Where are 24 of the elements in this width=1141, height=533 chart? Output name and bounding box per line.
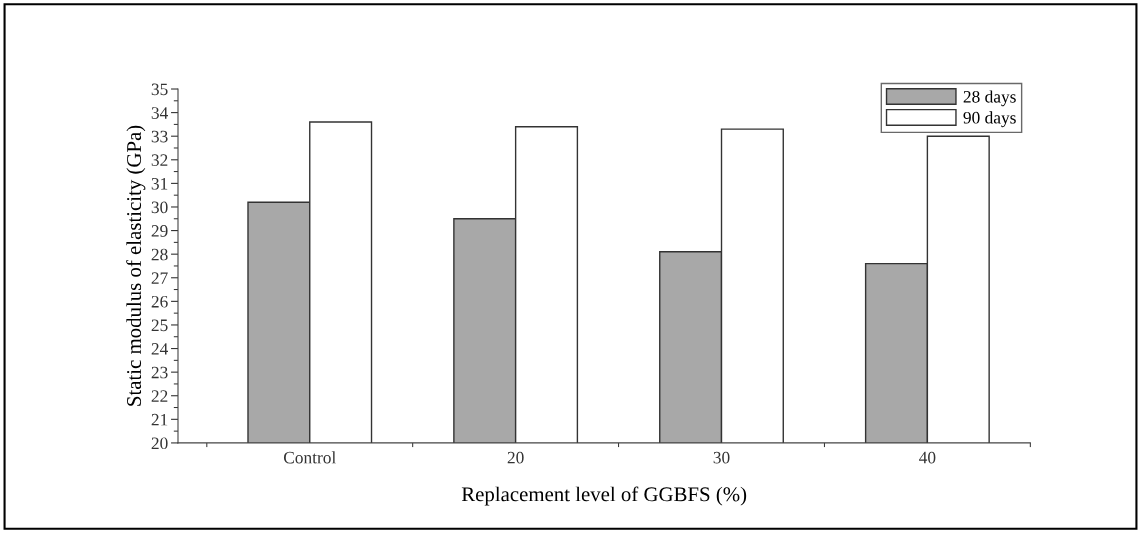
- y-tick-label: 30: [151, 201, 168, 214]
- y-tick-label: 33: [151, 130, 168, 143]
- x-tick-label: Control: [283, 451, 336, 464]
- y-tick-label: 26: [151, 295, 168, 308]
- y-axis-title: Static modulus of elasticity (GPa): [126, 125, 146, 406]
- x-axis-title: Replacement level of GGBFS (%): [461, 486, 747, 506]
- y-tick-label: 31: [151, 177, 168, 190]
- y-tick-label: 34: [151, 107, 168, 119]
- y-tick-label: 27: [151, 272, 168, 284]
- y-tick-label: 32: [151, 154, 168, 166]
- y-tick-label: 28: [151, 248, 168, 261]
- y-tick-label: 22: [151, 390, 168, 402]
- y-tick-label: 24: [151, 343, 168, 355]
- x-tick-label: 30: [713, 451, 730, 464]
- x-tick-label: 40: [919, 451, 936, 464]
- y-tick-label: 21: [151, 413, 168, 426]
- x-tick-label: 20: [507, 451, 524, 464]
- y-tick-label: 29: [151, 225, 168, 237]
- y-tick-label: 35: [151, 83, 168, 96]
- legend-label: 90 days: [963, 111, 1016, 128]
- y-tick-label: 23: [151, 366, 168, 379]
- y-tick-label: 20: [151, 437, 168, 450]
- legend-label: 28 days: [963, 90, 1016, 107]
- y-tick-label: 25: [151, 319, 168, 332]
